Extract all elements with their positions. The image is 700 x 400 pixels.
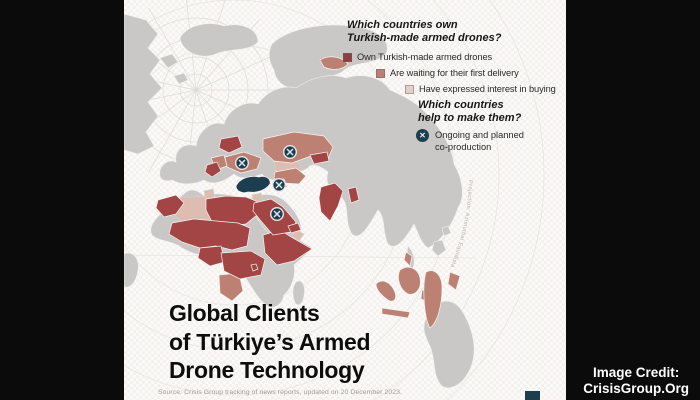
legend-item-label: Own Turkish-made armed drones — [357, 52, 493, 62]
legend-item-waiting: Are waiting for their first delivery — [376, 68, 519, 78]
waiting-swatch-icon — [376, 68, 385, 78]
page-title: Global Clients of Türkiye’s Armed Drone … — [169, 300, 371, 383]
legend-item-interested: Have expressed interest in buying — [405, 84, 556, 94]
legend-item-own: Own Turkish-made armed drones — [343, 52, 492, 62]
source-note: Source: Crisis Group tracking of news re… — [158, 389, 403, 396]
coproduction-markers — [234, 144, 297, 221]
legend-question-own: Which countries own Turkish-made armed d… — [347, 19, 502, 44]
legend-item-coproduction: ✕ Ongoing and planned co-production — [416, 129, 524, 153]
legend-item-label: Have expressed interest in buying — [419, 84, 556, 94]
image-credit: Image Credit: CrisisGroup.Org — [583, 365, 689, 396]
country-turkiye — [235, 176, 271, 193]
world-map: Projection: Azimuthal Equidistant — [124, 0, 545, 400]
cross-in-circle-icon: ✕ — [416, 129, 429, 142]
infographic-panel: Projection: Azimuthal Equidistant Which … — [124, 0, 566, 400]
crisis-group-logo — [525, 391, 540, 400]
coproduction-label: Ongoing and planned co-production — [435, 130, 524, 152]
legend-item-label: Are waiting for their first delivery — [390, 68, 519, 78]
interested-swatch-icon — [405, 84, 414, 94]
own-swatch-icon — [343, 52, 352, 62]
countries-waiting-delivery — [210, 56, 461, 329]
legend-question-make: Which countries help to make them? — [418, 99, 522, 124]
